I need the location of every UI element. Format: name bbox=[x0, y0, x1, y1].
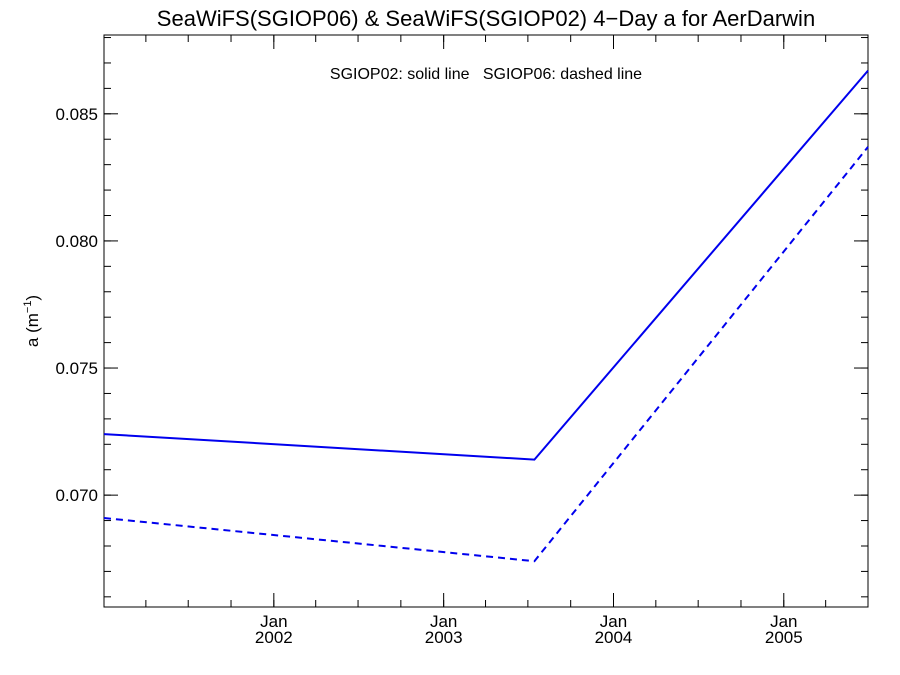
legend-text: SGIOP02: solid line SGIOP06: dashed line bbox=[330, 66, 642, 83]
series-layer bbox=[103, 69, 869, 563]
x-tick-label-year: 2004 bbox=[595, 628, 633, 647]
x-tick-label-month: Jan bbox=[770, 612, 797, 631]
y-axis-title: a (m−1) bbox=[22, 295, 42, 347]
y-tick-labels: 0.070 0.075 0.080 0.085 bbox=[55, 105, 98, 505]
x-tick-label-year: 2002 bbox=[255, 628, 293, 647]
y-tick-label: 0.075 bbox=[55, 359, 98, 378]
x-tick-label-year: 2003 bbox=[425, 628, 463, 647]
series-line-sgiop02 bbox=[103, 69, 869, 461]
x-tick-label-month: Jan bbox=[600, 612, 627, 631]
x-tick-label-month: Jan bbox=[260, 612, 287, 631]
y-tick-label: 0.085 bbox=[55, 105, 98, 124]
plot-frame bbox=[103, 34, 869, 608]
series-line-sgiop06 bbox=[103, 146, 869, 563]
y-tick-label: 0.070 bbox=[55, 486, 98, 505]
y-tick-label: 0.080 bbox=[55, 232, 98, 251]
y-axis-title-close: ) bbox=[23, 295, 42, 301]
y-axis-title-sup: −1 bbox=[22, 301, 34, 314]
x-tick-label-month: Jan bbox=[430, 612, 457, 631]
minor-ticks bbox=[104, 35, 868, 607]
x-tick-label-year: 2005 bbox=[765, 628, 803, 647]
chart-title: SeaWiFS(SGIOP06) & SeaWiFS(SGIOP02) 4−Da… bbox=[157, 6, 815, 31]
major-ticks bbox=[104, 35, 868, 607]
y-axis-title-base: a (m bbox=[23, 313, 42, 347]
